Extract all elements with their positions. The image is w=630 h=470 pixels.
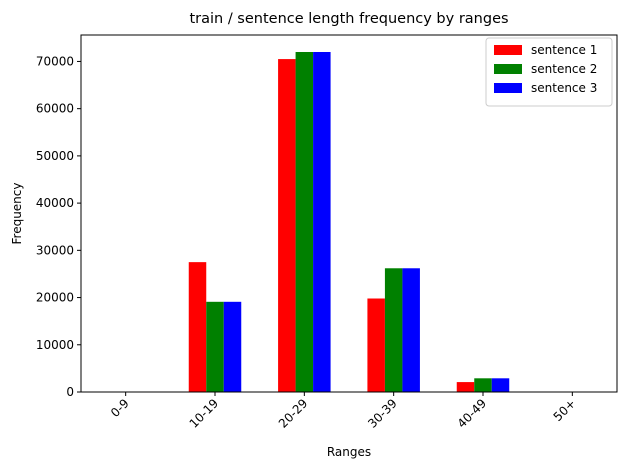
bar-sentence-2-20-29 [295,52,314,392]
legend: sentence 1 sentence 2 sentence 3 [485,37,613,107]
legend-swatch [494,64,522,74]
bar-sentence-3-20-29 [313,52,331,392]
bar-sentence-3-30-39 [402,268,420,392]
legend-label: sentence 2 [531,62,597,76]
x-tick-label: 0-9 [108,396,132,420]
y-tick-label: 70000 [36,54,74,68]
y-tick-label: 50000 [36,149,74,163]
bar-sentence-2-40-49 [474,378,492,392]
legend-swatch [494,83,522,93]
bar-sentence-1-40-49 [456,382,475,392]
y-tick-label: 60000 [36,102,74,116]
legend-swatch [494,45,522,55]
x-axis-ticks: 0-9 10-19 20-29 30-39 40-49 50+ [108,392,578,431]
legend-label: sentence 3 [531,81,597,95]
x-tick-label: 30-39 [365,396,400,431]
x-tick-label: 50+ [551,396,579,424]
x-tick-label: 20-29 [276,396,311,431]
bar-sentence-1-20-29 [278,59,296,392]
bar-sentence-3-40-49 [491,378,510,392]
y-tick-label: 10000 [36,338,74,352]
x-axis-label: Ranges [327,445,371,459]
x-tick-label: 10-19 [187,396,222,431]
plot-area [188,52,510,392]
bar-sentence-1-30-39 [367,298,385,392]
y-tick-label: 20000 [36,291,74,305]
bar-sentence-2-10-19 [206,301,224,392]
chart-title: train / sentence length frequency by ran… [189,11,508,27]
axes-frame [80,34,618,393]
y-tick-label: 40000 [36,196,74,210]
x-tick-label: 40-49 [455,396,490,431]
y-axis-ticks: 0 10000 20000 30000 40000 50000 60000 70000 [36,54,81,399]
y-tick-label: 30000 [36,243,74,257]
bar-sentence-1-10-19 [188,262,207,392]
y-axis-label: Frequency [10,183,24,245]
y-tick-label: 0 [66,385,74,399]
legend-label: sentence 1 [531,43,597,57]
bar-sentence-3-10-19 [223,301,242,392]
bar-sentence-2-30-39 [384,268,403,392]
